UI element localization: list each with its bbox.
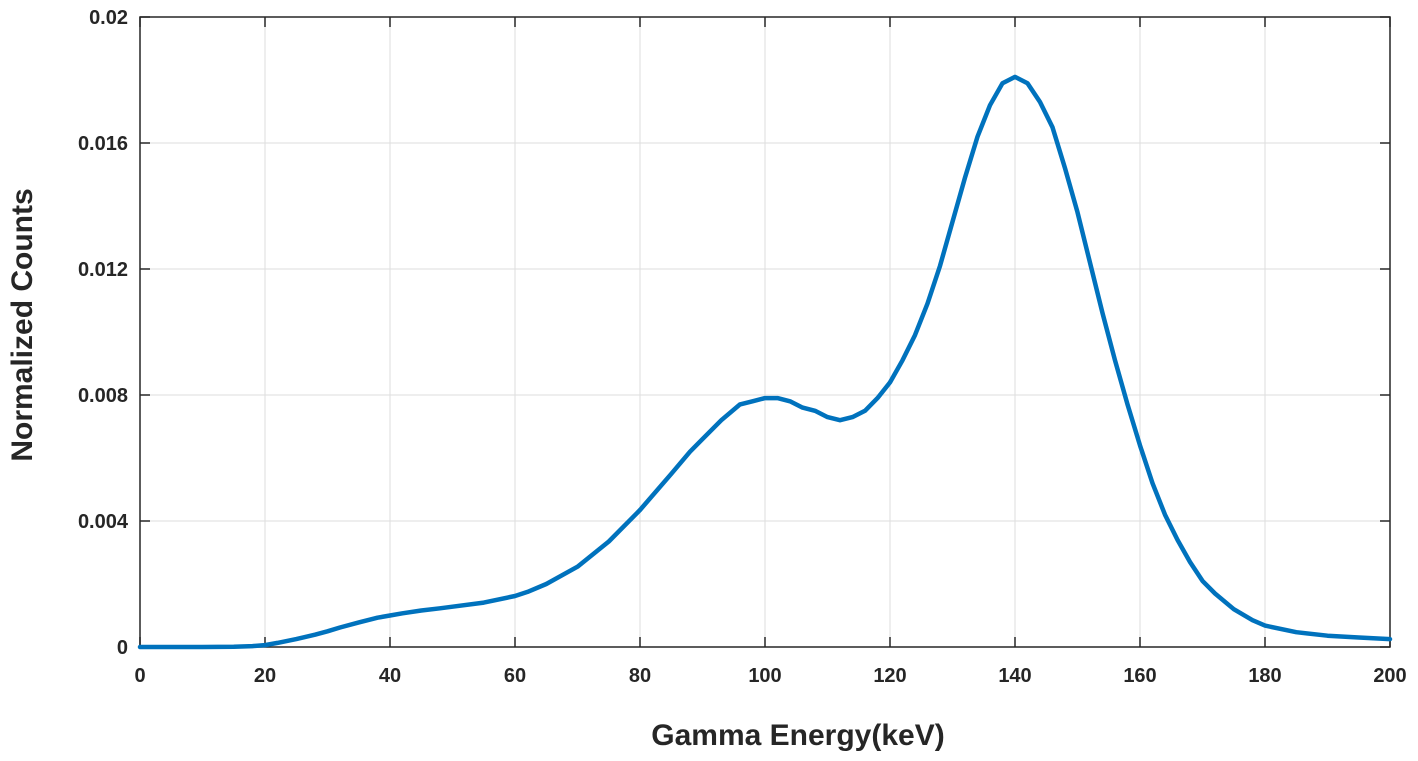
y-tick-label: 0 [117, 637, 128, 659]
x-tick-labels: 0 20 40 60 80 100 120 140 160 180 200 [134, 665, 1406, 687]
y-tick-label: 0.008 [78, 385, 128, 407]
y-tick-labels: 0 0.004 0.008 0.012 0.016 0.02 [78, 7, 129, 659]
x-tick-label: 0 [134, 665, 145, 687]
grid-lines [139, 16, 1391, 648]
x-tick-label: 200 [1373, 665, 1406, 687]
x-tick-label: 100 [748, 665, 781, 687]
y-tick-label: 0.004 [78, 511, 129, 533]
y-tick-label: 0.02 [89, 7, 128, 29]
x-tick-label: 80 [629, 665, 651, 687]
y-tick-label: 0.016 [78, 133, 128, 155]
x-tick-label: 160 [1123, 665, 1156, 687]
x-tick-label: 40 [379, 665, 401, 687]
x-tick-label: 60 [504, 665, 526, 687]
tick-marks [139, 16, 1391, 648]
series-line [137, 74, 1393, 650]
x-tick-label: 120 [873, 665, 906, 687]
x-tick-label: 20 [254, 665, 276, 687]
y-axis-label: Normalized Counts [6, 188, 39, 461]
x-axis-label: Gamma Energy(keV) [651, 719, 944, 752]
y-tick-label: 0.012 [78, 259, 128, 281]
x-tick-label: 140 [998, 665, 1031, 687]
x-tick-label: 180 [1248, 665, 1281, 687]
